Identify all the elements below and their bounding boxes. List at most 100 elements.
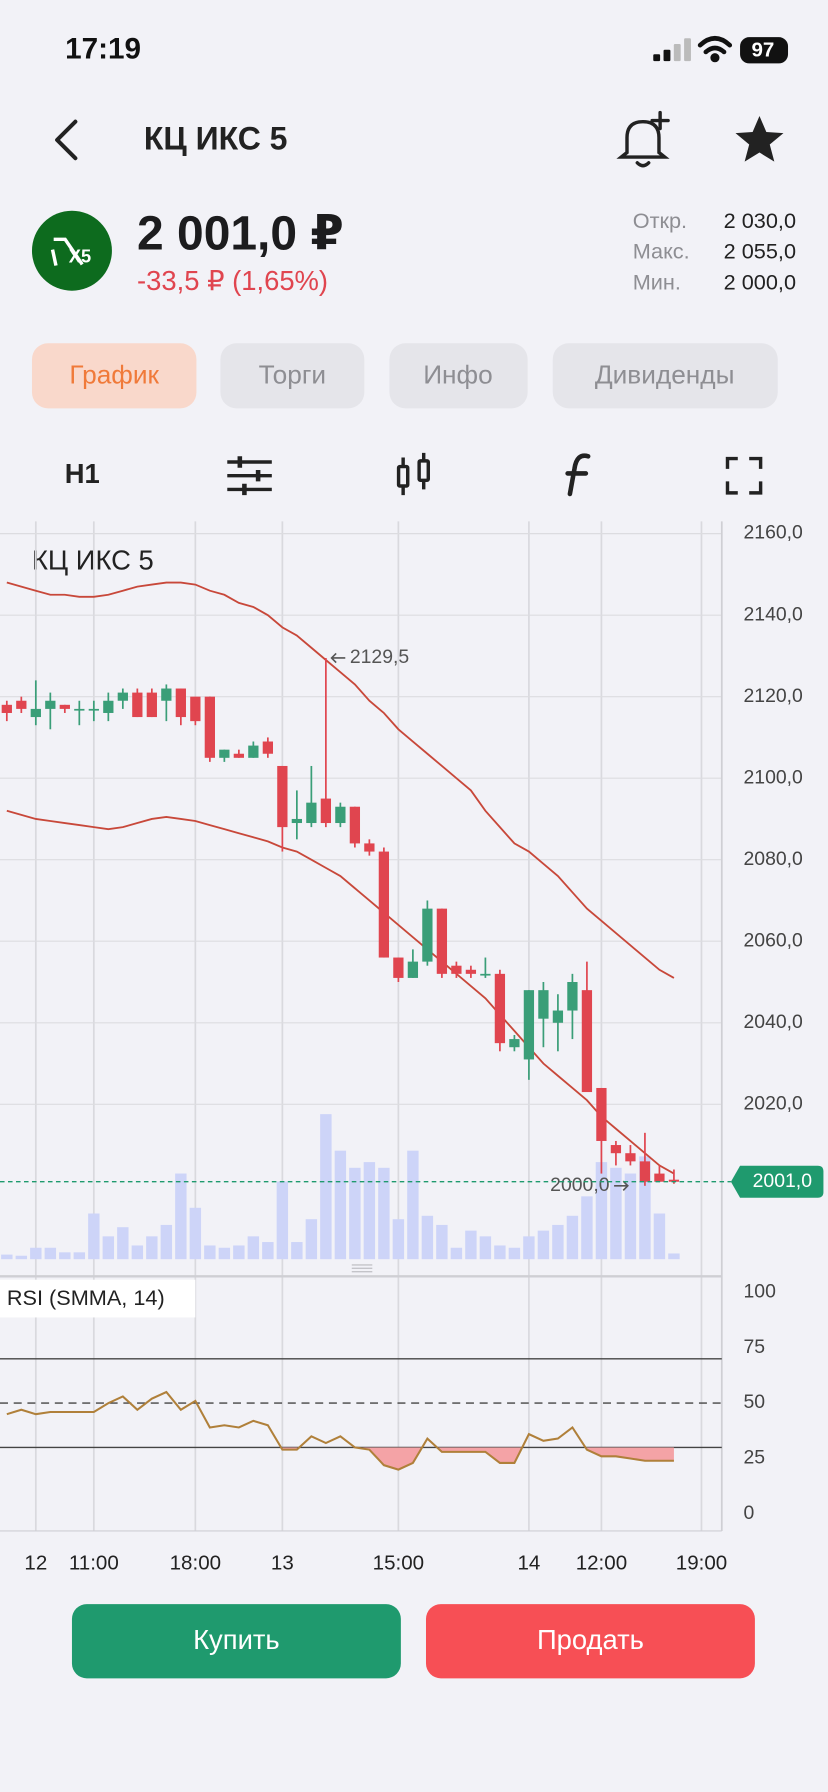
candle-layer — [1, 657, 680, 1186]
candle-body — [59, 704, 70, 709]
last-price-tag — [730, 1165, 824, 1198]
tab-label: График — [69, 359, 159, 389]
tab[interactable] — [31, 343, 197, 409]
candle-body — [1, 704, 12, 713]
candle-body — [538, 990, 549, 1019]
tab-label: Дивиденды — [595, 359, 735, 389]
vol-layer — [1, 1114, 680, 1260]
y-tick-label: 2080,0 — [743, 848, 803, 870]
fullscreen-button[interactable] — [725, 456, 763, 495]
logo-text: X5 — [69, 245, 91, 266]
chart-type-button[interactable] — [396, 452, 430, 496]
y-tick-label: 50 — [743, 1391, 765, 1413]
chart-area: КЦ ИКС 5 12 11:00 18:00 13 15:00 14 12:00 19:00… — [0, 521, 824, 1575]
candle-body — [378, 851, 390, 958]
candle-body — [509, 1039, 520, 1048]
candle-body — [567, 982, 578, 1011]
volume-bar — [218, 1247, 231, 1260]
volume-bar — [88, 1213, 100, 1260]
x-tick-label: 12:00 — [576, 1552, 627, 1575]
candle-body — [132, 692, 143, 718]
candle-body — [248, 745, 259, 758]
candle-body — [103, 700, 114, 713]
candle-body — [117, 692, 128, 701]
volume-bar — [450, 1247, 463, 1260]
volume-bar — [566, 1215, 579, 1260]
candle-body — [393, 957, 404, 978]
rsi-line — [6, 1390, 674, 1471]
y-tick-label: 2060,0 — [743, 929, 803, 951]
candle-body — [16, 700, 27, 709]
rsi-title: RSI (SMMA, 14) — [7, 1285, 165, 1310]
candle-body — [422, 908, 433, 962]
tab[interactable] — [220, 343, 365, 409]
favorite-button[interactable] — [735, 115, 784, 162]
arrow — [614, 1180, 629, 1191]
candle-body — [320, 798, 332, 824]
candle-body — [45, 700, 56, 709]
volume-bar — [523, 1236, 535, 1260]
candle-body — [88, 708, 99, 711]
x-tick-label: 14 — [517, 1552, 540, 1575]
last-price-label: 2001,0 — [753, 1170, 813, 1192]
stats: Откр. 2 030,0 Макс. 2 055,0 Мин. 2 000,0 — [633, 208, 796, 295]
candle-body — [639, 1161, 651, 1182]
rsi-layer — [0, 1358, 722, 1471]
volume-bar — [378, 1167, 390, 1260]
y-tick-label: 2120,0 — [743, 685, 803, 707]
low-label: 2000,0 — [550, 1174, 610, 1196]
volume-bar — [44, 1247, 57, 1260]
candle-body — [204, 696, 215, 758]
candle-body — [552, 1010, 564, 1023]
volume-bar — [349, 1167, 361, 1260]
alert-button[interactable] — [616, 110, 670, 168]
volume-bar — [595, 1162, 608, 1260]
volume-bar — [160, 1224, 173, 1260]
volume-bar — [407, 1150, 419, 1260]
candle-body — [480, 973, 491, 976]
resize-handle[interactable] — [351, 1264, 373, 1273]
interval-button[interactable]: H1 — [65, 458, 100, 489]
candle-body — [190, 696, 201, 722]
oversold-fill — [6, 1447, 674, 1470]
arrow — [330, 652, 346, 664]
stat-value: 2 055,0 — [724, 239, 796, 264]
volume-bar — [305, 1219, 318, 1260]
y-tick-label: 75 — [743, 1336, 765, 1358]
band-line — [6, 581, 675, 979]
status-time: 17:19 — [65, 33, 141, 66]
back-button[interactable] — [55, 119, 78, 161]
x-tick-label: 18:00 — [170, 1552, 221, 1575]
volume-bar — [102, 1236, 115, 1260]
y-tick-label: 0 — [743, 1502, 754, 1524]
sell-button[interactable] — [425, 1604, 755, 1679]
tab[interactable] — [552, 343, 778, 409]
volume-bar — [639, 1156, 651, 1260]
candle-body — [407, 961, 419, 978]
candle-body — [610, 1145, 622, 1154]
candle-body — [465, 969, 477, 974]
candle-body — [451, 965, 462, 974]
volume-bar — [233, 1245, 245, 1260]
volume-bar — [653, 1213, 666, 1260]
volume-bar — [392, 1219, 405, 1260]
volume-bar — [537, 1230, 550, 1260]
candle-body — [74, 708, 85, 711]
formula-button[interactable] — [565, 453, 591, 497]
buy-button[interactable] — [71, 1604, 401, 1679]
battery — [740, 37, 789, 64]
tab[interactable] — [389, 343, 528, 409]
stat-label: Откр. — [633, 208, 687, 233]
y-tick-label: 100 — [743, 1280, 776, 1302]
x-tick-label: 19:00 — [676, 1552, 727, 1575]
candle-body — [219, 749, 230, 758]
candle-body — [291, 818, 303, 824]
indicators-button[interactable] — [227, 456, 272, 496]
header-title: КЦ ИКС 5 — [144, 121, 288, 157]
y-tick-label: 2020,0 — [743, 1092, 803, 1114]
stat-label: Макс. — [633, 239, 690, 264]
volume-bar — [624, 1173, 637, 1260]
volume-bar — [479, 1236, 492, 1260]
